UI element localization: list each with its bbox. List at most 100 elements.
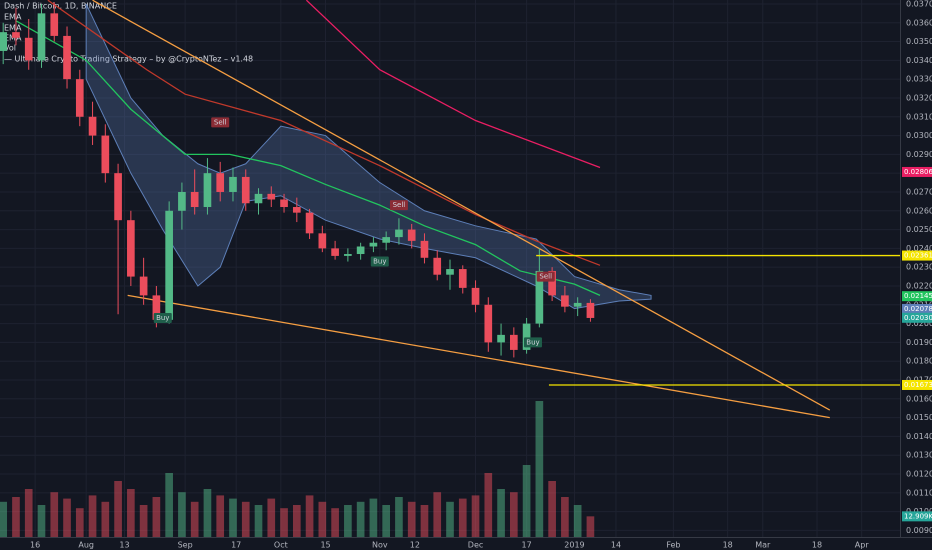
candle-body: [420, 240, 429, 258]
candle-body: [24, 37, 33, 61]
candle-body: [292, 207, 301, 213]
candle-body: [37, 13, 46, 61]
indicator-line: [305, 0, 601, 169]
x-tick-label: 16: [30, 541, 40, 550]
volume-bar: [127, 489, 135, 537]
y-tick-label: 0.031000: [906, 112, 932, 121]
y-tick-label: 0.033000: [906, 75, 932, 84]
volume-bar: [12, 497, 20, 537]
volume-bar: [139, 505, 148, 537]
candle-body: [497, 334, 505, 343]
candle-body: [280, 199, 288, 208]
candle-body: [331, 248, 339, 256]
signal-badge: [536, 271, 555, 282]
candle-body: [75, 79, 84, 117]
candle-body: [586, 302, 595, 318]
candle-body: [203, 173, 212, 208]
price-tag-label: 0.021458: [904, 292, 932, 300]
volume-bar: [241, 501, 250, 537]
volume-bar: [356, 501, 365, 537]
x-tick-label: 17: [522, 541, 532, 550]
price-tag-label: 0.023618: [904, 252, 932, 260]
candle-body: [382, 237, 390, 243]
legend-item: — Ultimate Crypto Trading Strategy – by …: [4, 55, 253, 64]
volume-bar: [497, 489, 505, 537]
candle-body: [229, 176, 237, 192]
y-tick-label: 0.027000: [906, 187, 932, 196]
price-tag: [902, 312, 932, 323]
volume-bar: [395, 497, 403, 537]
volume-bar: [178, 492, 186, 537]
volume-bar: [152, 497, 161, 537]
volume-bar: [280, 508, 288, 537]
volume-bar: [458, 498, 467, 537]
volume-bar: [203, 489, 212, 537]
volume-bar: [573, 505, 582, 537]
candle-body: [12, 32, 20, 38]
signal-badge: [523, 337, 542, 348]
y-tick-label: 0.032000: [906, 93, 932, 102]
volume-bar: [446, 501, 454, 537]
volume-bar: [114, 481, 122, 537]
x-tick-label: Nov: [372, 541, 388, 550]
volume-bar: [305, 495, 314, 537]
volume-bar: [63, 498, 71, 537]
y-tick-label: 0.037000: [906, 0, 932, 8]
candle-body: [561, 295, 569, 307]
candle-body: [471, 287, 480, 305]
candle-body: [458, 269, 467, 288]
volume-bar: [586, 516, 595, 537]
volume-bar: [510, 492, 518, 537]
y-tick-label: 0.011000: [906, 488, 932, 497]
x-tick-label: 17: [231, 541, 241, 550]
volume-bar: [318, 501, 327, 537]
candle-body: [369, 242, 378, 247]
legend-item: EMA: [4, 34, 22, 43]
x-tick-label: Apr: [855, 541, 870, 550]
y-tick-label: 0.013000: [906, 451, 932, 460]
y-tick-label: 0.009000: [906, 526, 932, 535]
signal-label: Sell: [214, 118, 227, 126]
volume-bar: [101, 501, 110, 537]
indicator-line: [15, 20, 601, 296]
y-tick-label: 0.022000: [906, 281, 932, 290]
candle-body: [510, 334, 518, 350]
price-tag-label: 0.020309: [904, 314, 932, 322]
legend-item: EMA: [4, 24, 22, 33]
candle-body: [548, 270, 556, 296]
candle-body: [114, 173, 122, 221]
price-tag: [902, 166, 932, 177]
y-tick-label: 0.020000: [906, 319, 932, 328]
y-tick-label: 0.019000: [906, 338, 932, 347]
price-tag: [902, 303, 932, 314]
y-tick-label: 0.018000: [906, 357, 932, 366]
volume-bar: [433, 492, 442, 537]
x-tick-label: 14: [611, 541, 621, 550]
volume-bar: [165, 473, 173, 537]
volume-bar: [50, 492, 59, 537]
volume-bar: [484, 473, 493, 537]
x-tick-label: Sep: [178, 541, 193, 550]
volume-bar: [75, 508, 84, 537]
candle-body: [267, 193, 276, 200]
candle-body: [101, 135, 110, 174]
candle-body: [216, 173, 225, 192]
signal-badge: [211, 117, 230, 128]
volume-bar: [369, 498, 378, 537]
y-tick-label: 0.023000: [906, 263, 932, 272]
indicator-line: [127, 294, 830, 419]
candle-body: [178, 191, 186, 211]
candle-body: [190, 191, 199, 208]
candle-body: [407, 229, 416, 241]
price-tag-label: 0.028064: [904, 168, 932, 176]
x-tick-label: Feb: [666, 541, 680, 550]
candle-body: [344, 254, 352, 256]
volume-bar: [88, 495, 97, 537]
volume-bar: [229, 498, 237, 537]
cloud: [85, 3, 652, 310]
x-tick-label: Mar: [755, 541, 771, 550]
x-tick-label: 15: [320, 541, 330, 550]
volume-bar: [37, 505, 46, 537]
